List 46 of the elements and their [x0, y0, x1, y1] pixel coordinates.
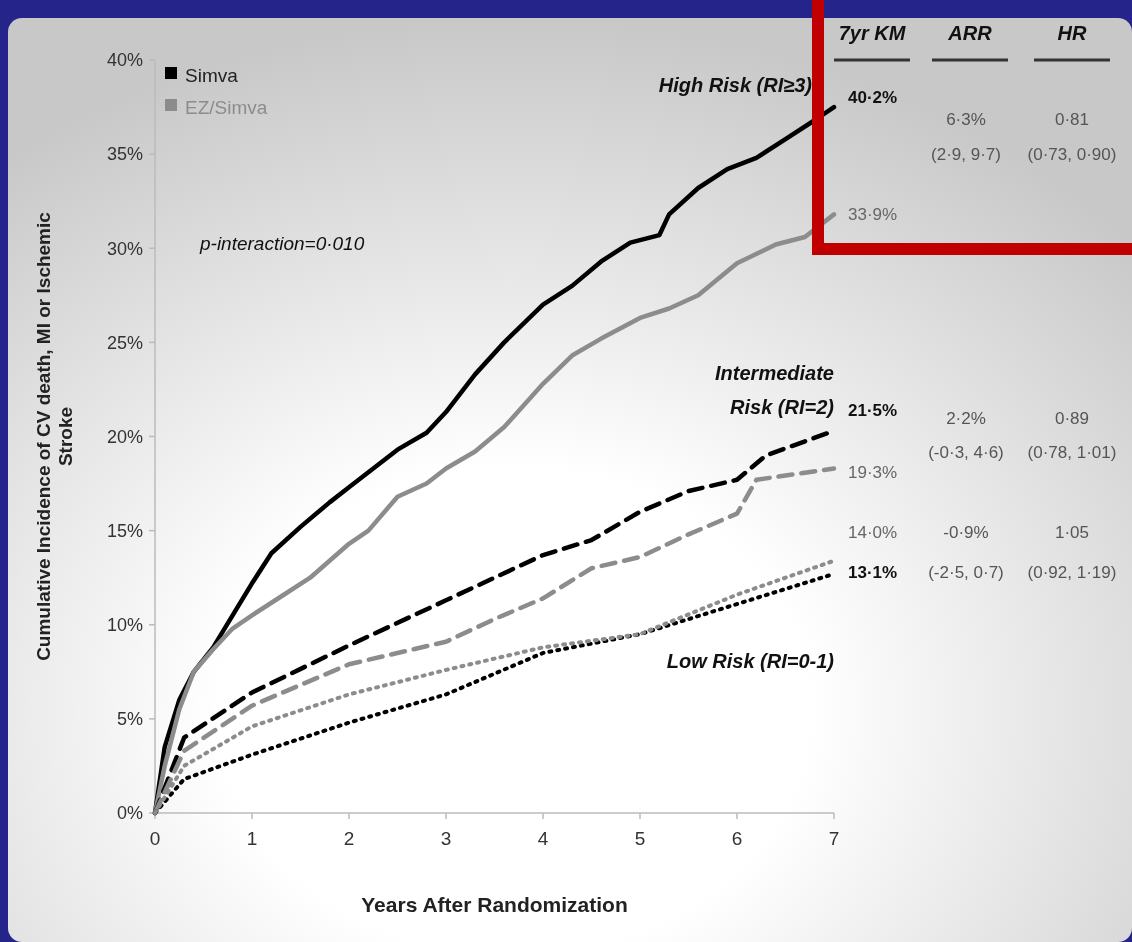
y-tick-label: 15%: [106, 520, 143, 541]
y-tick-label: 25%: [106, 332, 143, 353]
legend-label: Simva: [185, 64, 239, 86]
text: (-0·3, 4·6): [928, 443, 1004, 462]
text: 19·3%: [848, 463, 898, 482]
annotation: High Risk (RI≥3): [658, 74, 813, 96]
text: HR: [1057, 22, 1087, 44]
x-tick-label: 5: [634, 828, 646, 849]
legend-label: EZ/Simva: [185, 96, 268, 118]
text: (2·9, 9·7): [931, 145, 1001, 164]
x-tick-label: 3: [440, 828, 452, 849]
text: (0·92, 1·19): [1027, 563, 1117, 582]
y-tick-label: 20%: [106, 426, 143, 447]
text: 21·5%: [848, 401, 898, 420]
y-tick-label: 35%: [106, 144, 143, 165]
text: ARR: [947, 22, 993, 44]
text: 33·9%: [848, 205, 898, 224]
annotation: p-interaction=0·010: [199, 233, 365, 254]
x-tick-label: 2: [343, 828, 355, 849]
x-tick-label: 7: [828, 828, 840, 849]
text: (0·78, 1·01): [1027, 443, 1117, 462]
text: 14·0%: [848, 523, 898, 542]
x-tick-label: 6: [731, 828, 743, 849]
text: 1·05: [1054, 523, 1090, 542]
x-tick-label: 1: [246, 828, 258, 849]
text: 2·2%: [946, 409, 986, 428]
text: 0·89: [1054, 409, 1090, 428]
y-axis-title: Cumulative Incidence of CV death, MI or Ischemic Stroke: [33, 211, 76, 661]
x-tick-label: 0: [149, 828, 161, 849]
annotation: Low Risk (RI=0-1): [666, 650, 835, 672]
y-tick-label: 0%: [116, 803, 143, 824]
x-tick-label: 4: [537, 828, 549, 849]
y-tick-label: 10%: [106, 615, 143, 636]
text: 7yr KM: [838, 22, 907, 44]
x-axis-title: Years After Randomization: [361, 893, 628, 916]
text: (0·73, 0·90): [1027, 145, 1117, 164]
text: (-2·5, 0·7): [928, 563, 1004, 582]
text: 40·2%: [848, 88, 898, 107]
text: 6·3%: [946, 110, 986, 129]
y-tick-label: 30%: [106, 238, 143, 259]
y-tick-label: 5%: [116, 709, 143, 730]
text: 0·81: [1054, 110, 1090, 129]
y-tick-label: 40%: [106, 50, 143, 71]
annotation: Intermediate Risk (RI=2): [715, 362, 835, 418]
text: 13·1%: [848, 563, 898, 582]
text: -0·9%: [943, 523, 989, 542]
